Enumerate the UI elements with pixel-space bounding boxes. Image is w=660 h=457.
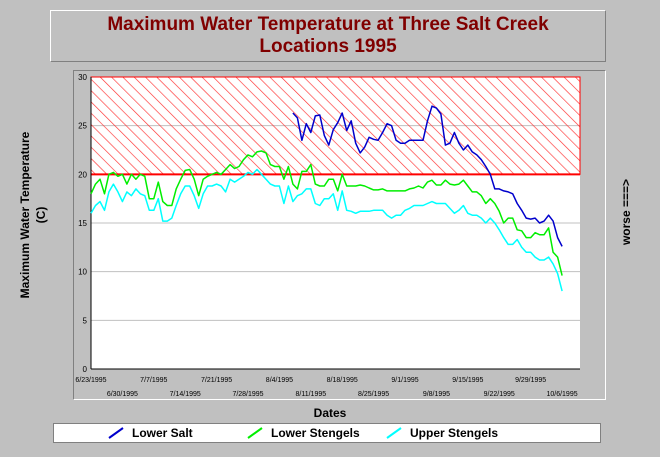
y-axis-label-line-1: Maximum Water Temperature	[18, 131, 32, 299]
chart-title-line-1: Maximum Water Temperature at Three Salt …	[107, 14, 549, 35]
series-line-lower-stengels	[90, 150, 563, 276]
legend-label-lower-salt: Lower Salt	[132, 426, 193, 440]
x-axis-label: Dates	[313, 406, 347, 420]
worse-direction-note: worse ===>	[619, 178, 633, 246]
chart-frame	[73, 70, 606, 400]
legend: Lower Salt Lower Stengels Upper Stengels	[53, 423, 601, 443]
y-tick-label: 15	[78, 219, 87, 228]
legend-swatch-lower-stengels	[247, 427, 263, 439]
y-tick-label: 25	[78, 122, 87, 131]
series-line-upper-stengels	[90, 168, 563, 292]
legend-swatch-upper-stengels	[386, 427, 402, 439]
x-tick-label: 6/30/1995	[107, 391, 138, 398]
x-tick-label: 7/21/1995	[201, 377, 232, 384]
x-tick-label: 7/14/1995	[170, 391, 201, 398]
y-axis-label-line-2: (C)	[34, 206, 48, 224]
x-tick-label: 8/11/1995	[296, 391, 327, 398]
x-tick-label: 9/29/1995	[515, 377, 546, 384]
x-tick-label: 6/23/1995	[75, 377, 106, 384]
x-tick-label: 9/1/1995	[391, 377, 418, 384]
x-tick-label: 7/28/1995	[232, 391, 263, 398]
x-tick-label: 9/8/1995	[423, 391, 450, 398]
series-line-lower-salt	[292, 105, 563, 247]
x-tick-label: 10/6/1995	[546, 391, 577, 398]
x-tick-label: 9/22/1995	[484, 391, 515, 398]
x-tick-label: 8/18/1995	[327, 377, 358, 384]
y-tick-label: 10	[78, 268, 87, 277]
legend-swatch-lower-salt	[108, 427, 124, 439]
legend-label-lower-stengels: Lower Stengels	[271, 426, 360, 440]
y-tick-label: 30	[78, 73, 87, 82]
legend-label-upper-stengels: Upper Stengels	[410, 426, 499, 440]
legend-item-lower-salt: Lower Salt	[108, 426, 193, 440]
chart-title-line-2: Locations 1995	[259, 36, 397, 57]
legend-item-lower-stengels: Lower Stengels	[247, 426, 360, 440]
chart-title-box: Maximum Water Temperature at Three Salt …	[50, 10, 606, 62]
x-tick-label: 8/25/1995	[358, 391, 389, 398]
y-tick-label: 20	[78, 170, 87, 179]
x-tick-label: 8/4/1995	[266, 377, 293, 384]
x-tick-label: 9/15/1995	[452, 377, 483, 384]
legend-item-upper-stengels: Upper Stengels	[386, 426, 498, 440]
x-tick-label: 7/7/1995	[140, 377, 167, 384]
y-axis-label: Maximum Water Temperature (C)	[17, 132, 49, 299]
y-tick-label: 5	[83, 316, 88, 325]
y-tick-label: 0	[83, 365, 88, 374]
